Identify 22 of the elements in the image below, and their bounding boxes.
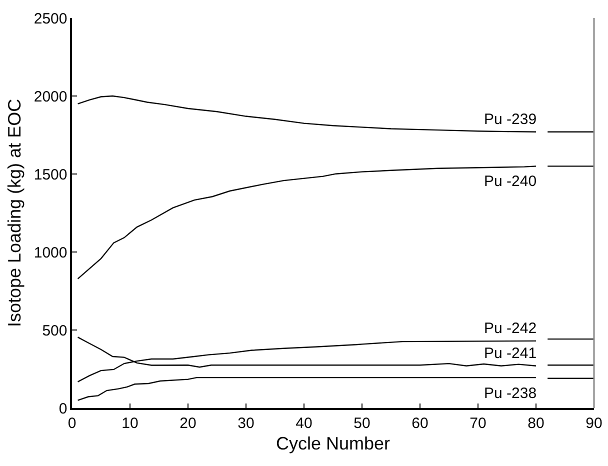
x-tick-label: 70: [470, 414, 486, 432]
y-tick-label: 2500: [34, 10, 68, 28]
x-tick-label: 60: [412, 414, 428, 432]
x-tick-label: 90: [586, 414, 602, 432]
y-tick-label: 0: [58, 400, 68, 418]
series-label: Pu -239: [484, 111, 537, 128]
y-axis-title: Isotope Loading (kg) at EOC: [4, 98, 25, 328]
y-tick-label: 2000: [34, 88, 68, 106]
x-tick-label: 10: [122, 414, 138, 432]
x-tick-label: 80: [528, 414, 544, 432]
series-label: Pu -240: [484, 173, 537, 190]
x-axis-title: Cycle Number: [276, 433, 390, 454]
y-tick-label: 1500: [34, 166, 68, 184]
series-label: Pu -242: [484, 320, 537, 337]
series-label: Pu -241: [484, 345, 537, 362]
x-tick-label: 40: [296, 414, 312, 432]
y-tick-label: 1000: [34, 244, 68, 262]
y-tick-label: 500: [42, 322, 68, 340]
series-label: Pu -238: [484, 385, 537, 402]
x-tick-label: 30: [238, 414, 254, 432]
x-tick-label: 20: [180, 414, 196, 432]
x-tick-label: 50: [354, 414, 370, 432]
